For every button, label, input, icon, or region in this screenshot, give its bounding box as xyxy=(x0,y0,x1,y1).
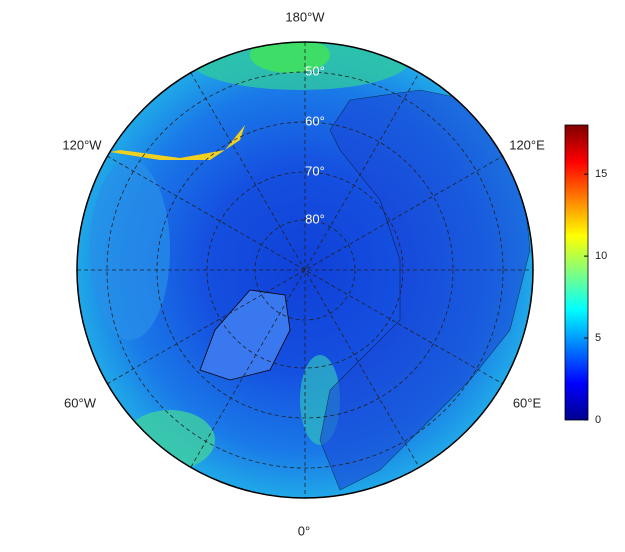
lon-label: 180°W xyxy=(285,9,325,24)
map-border xyxy=(76,41,534,499)
colorbar-ticks: 0 5 10 15 xyxy=(584,168,607,426)
colorbar xyxy=(564,124,589,421)
map-field xyxy=(77,42,533,498)
colorbar-tick-label: 10 xyxy=(595,250,607,262)
lat-label: 50° xyxy=(305,63,325,78)
lon-label: 60°E xyxy=(513,395,542,410)
lon-label: 120°E xyxy=(509,137,545,152)
lat-label: 70° xyxy=(305,163,325,178)
colorbar-tick-label: 5 xyxy=(595,332,601,344)
lon-label: 0° xyxy=(298,523,310,538)
lon-label: 60°W xyxy=(64,395,97,410)
lon-label: 120°W xyxy=(62,137,102,152)
lat-label: 80° xyxy=(305,211,325,226)
lat-label: 60° xyxy=(305,113,325,128)
colorbar-tick-label: 15 xyxy=(595,168,607,180)
colorbar-tick-label: 0 xyxy=(595,414,601,426)
graticule xyxy=(77,42,533,498)
